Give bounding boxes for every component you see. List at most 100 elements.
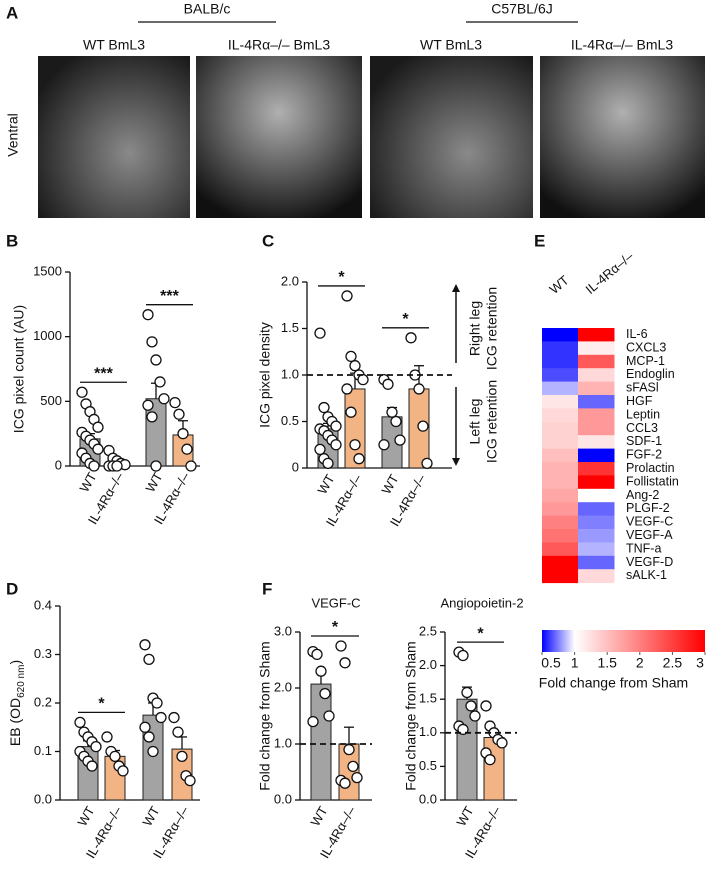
row-label: Leptin <box>626 407 660 421</box>
data-point <box>465 700 477 712</box>
data-point <box>341 290 353 302</box>
data-point <box>343 743 355 756</box>
data-point <box>318 401 330 414</box>
y-axis-label: Fold change from Sham <box>403 641 419 790</box>
data-point <box>151 697 163 709</box>
y-tick-label: 0.1 <box>34 743 52 758</box>
data-point <box>353 453 365 465</box>
colorbar-tick-label: 2.5 <box>663 655 683 671</box>
heatmap-cell <box>542 448 579 463</box>
data-point <box>351 771 363 784</box>
y-tick-label: 1.0 <box>419 724 437 739</box>
data-point <box>154 376 166 388</box>
data-point <box>413 383 425 395</box>
data-point <box>394 434 406 446</box>
data-point <box>339 657 351 669</box>
image <box>370 56 533 218</box>
x-tick-label: WT <box>378 472 401 497</box>
column-label: IL-4Rα–/– <box>582 248 636 297</box>
panel-a: A BALB/c C57BL/6J WT BmL3 IL-4Rα–/– BmL3… <box>5 1 705 218</box>
data-point <box>146 411 158 423</box>
data-point <box>349 439 361 451</box>
image <box>38 56 190 218</box>
significance-label: * <box>338 269 345 286</box>
heatmap-cell <box>542 354 579 369</box>
panel-label: A <box>6 3 18 22</box>
y-tick-label: 3.0 <box>274 623 292 638</box>
data-point <box>181 443 193 455</box>
data-point <box>323 710 335 722</box>
row-label: FGF-2 <box>626 448 662 462</box>
heatmap-cell <box>542 488 579 503</box>
data-point <box>469 710 481 722</box>
y-axis-label: EB (OD620 nm) <box>7 660 27 746</box>
colorbar-tick-label: 1 <box>571 655 579 671</box>
data-point <box>177 428 189 440</box>
y-tick-label: 1500 <box>33 263 62 278</box>
row-label: CCL3 <box>626 421 658 435</box>
data-point <box>146 336 158 348</box>
y-axis-label-part: 620 nm <box>16 665 27 698</box>
heatmap-cell <box>542 462 579 476</box>
data-point <box>176 750 188 762</box>
data-point <box>74 716 86 729</box>
heatmap-cell <box>542 475 579 490</box>
row-label: Follistatin <box>626 474 679 488</box>
heatmap-cell <box>578 488 615 503</box>
row-label: TNF-a <box>626 541 661 555</box>
annotation: ICG retention <box>484 380 500 463</box>
x-tick-label: WT <box>74 804 97 829</box>
y-tick-label: 0.0 <box>34 791 52 806</box>
data-point <box>357 373 369 386</box>
x-tick-label: WT <box>76 470 99 495</box>
data-point <box>421 457 433 470</box>
data-point <box>90 741 102 753</box>
heatmap-cell <box>578 555 615 570</box>
data-point <box>480 700 492 712</box>
data-point <box>142 399 154 411</box>
y-tick-label: 2.0 <box>281 273 299 288</box>
data-point <box>339 777 351 789</box>
y-tick-label: 2.0 <box>419 657 437 672</box>
bar <box>310 683 332 801</box>
heatmap-cell <box>578 475 615 490</box>
row-label: VEGF-D <box>626 555 673 569</box>
significance-label: * <box>402 311 409 328</box>
colorbar-tick-label: 1.5 <box>597 655 617 671</box>
heatmap-cell <box>578 368 615 383</box>
data-point <box>158 393 170 405</box>
data-point <box>169 396 181 409</box>
heatmap-cell <box>542 569 579 584</box>
data-point <box>461 686 473 699</box>
heatmap-cell <box>578 542 615 557</box>
heatmap-cell <box>578 408 615 423</box>
heatmap-cell <box>578 502 615 517</box>
row-label: sALK-1 <box>626 568 667 582</box>
colorbar <box>542 630 705 652</box>
row-label: VEGF-A <box>626 528 673 542</box>
data-point <box>150 354 162 366</box>
panel-label: D <box>6 579 18 598</box>
annotation: ICG retention <box>484 287 500 370</box>
heatmap-cell <box>542 515 579 530</box>
annotation: Right leg <box>467 301 483 356</box>
heatmap-cell <box>542 529 579 543</box>
image <box>540 56 705 218</box>
data-point <box>86 760 98 772</box>
data-point <box>173 408 185 420</box>
y-axis-label: ICG pixel density <box>257 322 273 428</box>
data-point <box>101 731 113 743</box>
row-label: SDF-1 <box>626 434 662 448</box>
data-point <box>319 687 331 700</box>
heatmap-cell <box>578 395 615 409</box>
data-point <box>139 721 151 733</box>
heatmap-cell <box>542 368 579 383</box>
y-tick-label: 0 <box>292 459 299 474</box>
annotation: Left leg <box>467 399 483 445</box>
data-point <box>345 406 357 418</box>
colorbar-label: Fold change from Sham <box>539 675 688 691</box>
data-point <box>76 386 88 398</box>
heatmap-cell <box>542 421 579 436</box>
y-tick-label: 500 <box>40 393 62 408</box>
arrow-head <box>452 458 460 466</box>
